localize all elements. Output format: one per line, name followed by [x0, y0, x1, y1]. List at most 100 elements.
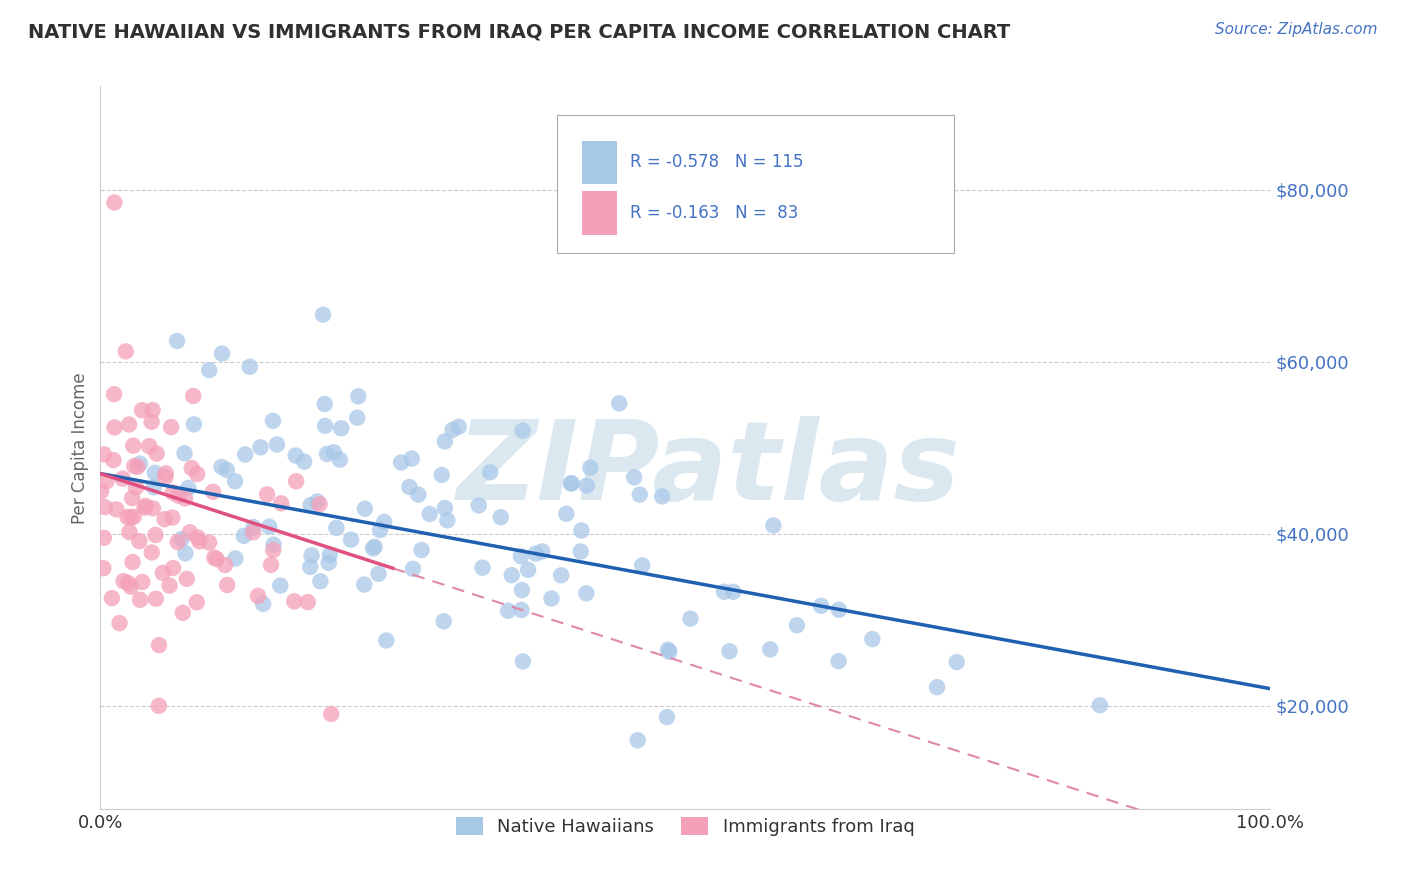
Point	[153, 512, 176, 526]
Point	[160, 420, 183, 434]
Point	[447, 419, 470, 434]
Point	[555, 507, 578, 521]
Point	[510, 603, 533, 617]
Point	[176, 572, 198, 586]
Point	[134, 500, 156, 515]
Point	[162, 561, 184, 575]
Point	[247, 589, 270, 603]
Point	[512, 424, 534, 438]
Point	[142, 403, 165, 417]
Point	[141, 545, 163, 559]
Point	[325, 521, 347, 535]
Point	[299, 498, 322, 512]
Point	[318, 556, 340, 570]
Text: ZIPatlas: ZIPatlas	[457, 416, 960, 523]
Text: R = -0.163   N =  83: R = -0.163 N = 83	[630, 204, 799, 222]
Point	[202, 550, 225, 565]
Point	[314, 397, 336, 411]
Point	[471, 560, 494, 574]
Legend: Native Hawaiians, Immigrants from Iraq: Native Hawaiians, Immigrants from Iraq	[449, 810, 922, 844]
Point	[312, 308, 335, 322]
Point	[148, 698, 170, 713]
Point	[575, 586, 598, 600]
Point	[125, 480, 148, 494]
Point	[103, 195, 125, 210]
Point	[211, 459, 233, 474]
Text: NATIVE HAWAIIAN VS IMMIGRANTS FROM IRAQ PER CAPITA INCOME CORRELATION CHART: NATIVE HAWAIIAN VS IMMIGRANTS FROM IRAQ …	[28, 22, 1011, 41]
Point	[181, 389, 204, 403]
Point	[560, 476, 582, 491]
Point	[124, 459, 146, 474]
Point	[138, 439, 160, 453]
Point	[308, 497, 330, 511]
Point	[297, 595, 319, 609]
Point	[111, 472, 134, 486]
Point	[945, 655, 967, 669]
Point	[860, 632, 883, 646]
Point	[142, 501, 165, 516]
Point	[256, 487, 278, 501]
Point	[118, 417, 141, 432]
Point	[309, 574, 332, 589]
Point	[145, 591, 167, 606]
FancyBboxPatch shape	[557, 115, 955, 252]
Point	[512, 654, 534, 668]
Point	[510, 582, 533, 597]
Point	[186, 595, 208, 609]
Point	[353, 577, 375, 591]
Point	[436, 513, 458, 527]
Point	[627, 733, 650, 747]
Point	[242, 520, 264, 534]
Point	[224, 475, 246, 489]
Point	[167, 489, 190, 503]
Text: Source: ZipAtlas.com: Source: ZipAtlas.com	[1215, 22, 1378, 37]
Point	[827, 654, 849, 668]
Point	[242, 525, 264, 540]
Point	[122, 509, 145, 524]
Point	[657, 642, 679, 657]
Point	[129, 592, 152, 607]
Point	[607, 396, 630, 410]
Point	[145, 528, 167, 542]
Point	[408, 487, 430, 501]
Point	[321, 706, 343, 721]
Point	[561, 476, 583, 491]
Point	[101, 591, 124, 606]
Point	[201, 484, 224, 499]
Point	[260, 558, 283, 572]
Point	[174, 491, 197, 506]
Point	[148, 638, 170, 652]
Point	[155, 467, 177, 481]
Point	[188, 534, 211, 549]
Point	[180, 461, 202, 475]
Point	[103, 420, 125, 434]
Point	[121, 555, 143, 569]
Point	[631, 558, 654, 573]
Point	[262, 414, 284, 428]
Point	[131, 403, 153, 417]
Point	[187, 531, 209, 545]
Point	[367, 566, 389, 581]
Point	[135, 499, 157, 513]
Point	[257, 519, 280, 533]
Point	[540, 591, 562, 606]
Point	[628, 487, 651, 501]
Point	[94, 500, 117, 515]
Point	[284, 449, 307, 463]
Point	[155, 470, 177, 484]
Point	[205, 552, 228, 566]
Point	[285, 474, 308, 488]
Point	[1088, 698, 1111, 713]
Point	[142, 480, 165, 494]
Point	[177, 481, 200, 495]
Point	[152, 566, 174, 580]
Point	[718, 644, 741, 658]
Point	[129, 457, 152, 471]
Point	[211, 346, 233, 360]
Point	[249, 440, 271, 454]
Point	[340, 533, 363, 547]
Point	[575, 478, 598, 492]
Point	[143, 466, 166, 480]
Point	[322, 445, 344, 459]
Point	[114, 344, 136, 359]
